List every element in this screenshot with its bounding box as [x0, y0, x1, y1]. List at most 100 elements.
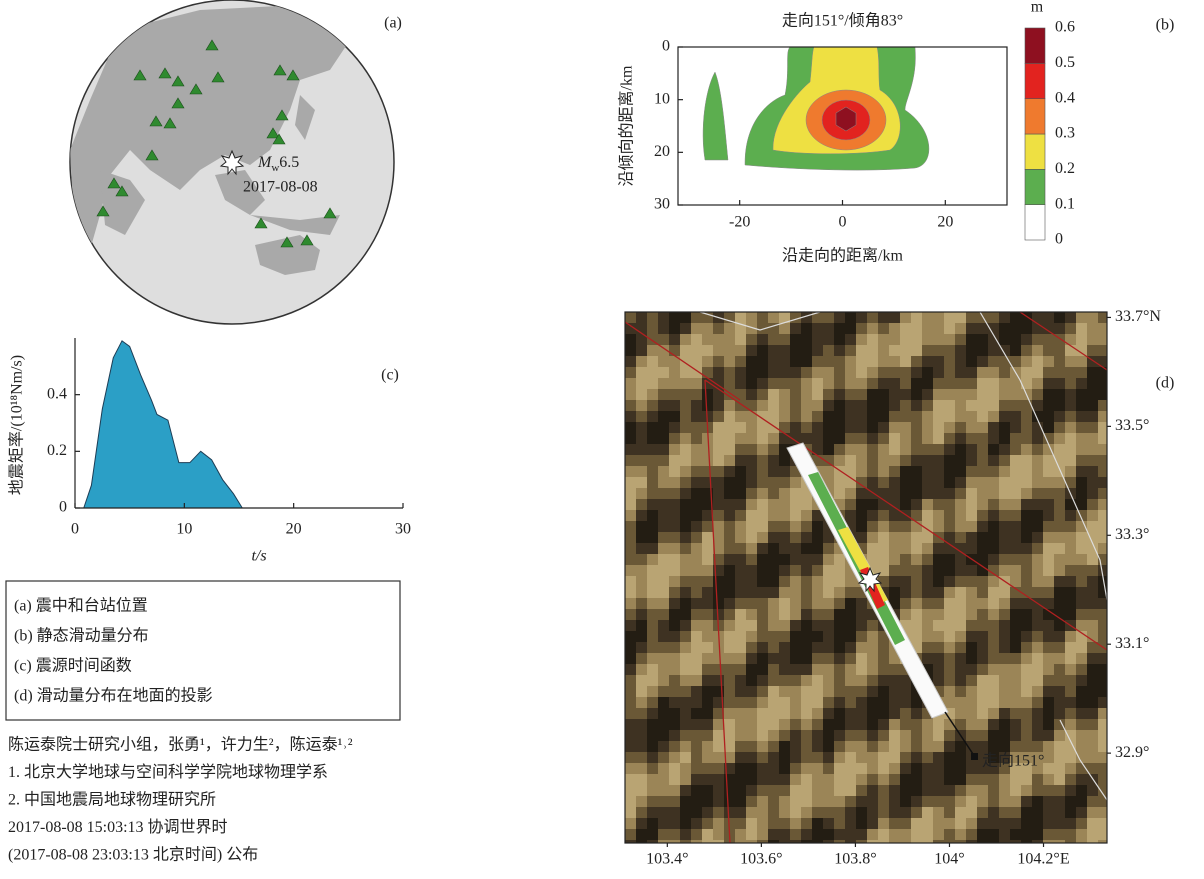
pixel	[658, 433, 669, 444]
pixel	[944, 763, 955, 774]
pixel	[889, 389, 900, 400]
pixel	[845, 345, 856, 356]
pixel	[680, 653, 691, 664]
pixel	[944, 818, 955, 829]
pixel	[625, 389, 636, 400]
pixel	[1087, 510, 1098, 521]
pixel	[801, 587, 812, 598]
pixel	[933, 642, 944, 653]
pixel	[988, 521, 999, 532]
pixel	[768, 829, 779, 840]
pixel	[636, 708, 647, 719]
pixel	[922, 532, 933, 543]
pixel	[867, 719, 878, 730]
pixel	[878, 334, 889, 345]
pixel	[691, 620, 702, 631]
pixel	[845, 609, 856, 620]
pixel	[1043, 642, 1054, 653]
pixel	[647, 807, 658, 818]
pixel	[823, 785, 834, 796]
pixel	[1076, 675, 1087, 686]
area	[84, 341, 243, 508]
pixel	[790, 510, 801, 521]
pixel	[834, 653, 845, 664]
pixel	[1010, 598, 1021, 609]
pixel	[658, 620, 669, 631]
pixel	[911, 433, 922, 444]
pixel	[922, 389, 933, 400]
pixel	[1087, 818, 1098, 829]
pixel	[1032, 521, 1043, 532]
pixel	[636, 763, 647, 774]
pixel	[867, 653, 878, 664]
pixel	[944, 829, 955, 840]
pixel	[790, 521, 801, 532]
pixel	[911, 367, 922, 378]
pixel	[867, 389, 878, 400]
pixel	[702, 455, 713, 466]
pixel	[922, 510, 933, 521]
pixel	[779, 565, 790, 576]
pixel	[999, 708, 1010, 719]
pixel	[724, 697, 735, 708]
pixel	[834, 642, 845, 653]
pixel	[1043, 488, 1054, 499]
pixel	[702, 576, 713, 587]
pixel	[801, 411, 812, 422]
pixel	[845, 499, 856, 510]
pixel	[746, 543, 757, 554]
pixel	[955, 356, 966, 367]
pixel	[922, 455, 933, 466]
pixel	[647, 422, 658, 433]
pixel	[999, 675, 1010, 686]
pixel	[801, 389, 812, 400]
pixel	[636, 554, 647, 565]
pixel	[966, 345, 977, 356]
pixel	[856, 598, 867, 609]
pixel	[955, 411, 966, 422]
pixel	[889, 752, 900, 763]
pixel	[801, 686, 812, 697]
pixel	[680, 433, 691, 444]
pixel	[713, 785, 724, 796]
pixel	[856, 345, 867, 356]
pixel	[779, 323, 790, 334]
pixel	[944, 411, 955, 422]
x-axis-label: 沿走向的距离/km	[782, 247, 903, 265]
pixel	[713, 444, 724, 455]
pixel	[889, 477, 900, 488]
pixel	[757, 818, 768, 829]
pixel	[713, 642, 724, 653]
pixel	[823, 532, 834, 543]
pixel	[768, 554, 779, 565]
pixel	[1065, 433, 1076, 444]
pixel	[812, 422, 823, 433]
pixel	[1065, 444, 1076, 455]
pixel	[889, 378, 900, 389]
pixel	[878, 356, 889, 367]
pixel	[988, 499, 999, 510]
pixel	[768, 400, 779, 411]
pixel	[856, 620, 867, 631]
pixel	[636, 477, 647, 488]
pixel	[757, 334, 768, 345]
pixel	[845, 400, 856, 411]
pixel	[658, 554, 669, 565]
pixel	[889, 697, 900, 708]
pixel	[1021, 345, 1032, 356]
pixel	[1032, 389, 1043, 400]
pixel	[1032, 587, 1043, 598]
pixel	[1032, 796, 1043, 807]
pixel	[790, 411, 801, 422]
pixel	[1076, 356, 1087, 367]
pixel	[647, 400, 658, 411]
pixel	[867, 631, 878, 642]
pixel	[845, 686, 856, 697]
pixel	[625, 411, 636, 422]
pixel	[911, 565, 922, 576]
colorbar-tick-label: 0.1	[1055, 195, 1075, 212]
pixel	[669, 653, 680, 664]
pixel	[944, 477, 955, 488]
pixel	[779, 389, 790, 400]
pixel	[1087, 609, 1098, 620]
